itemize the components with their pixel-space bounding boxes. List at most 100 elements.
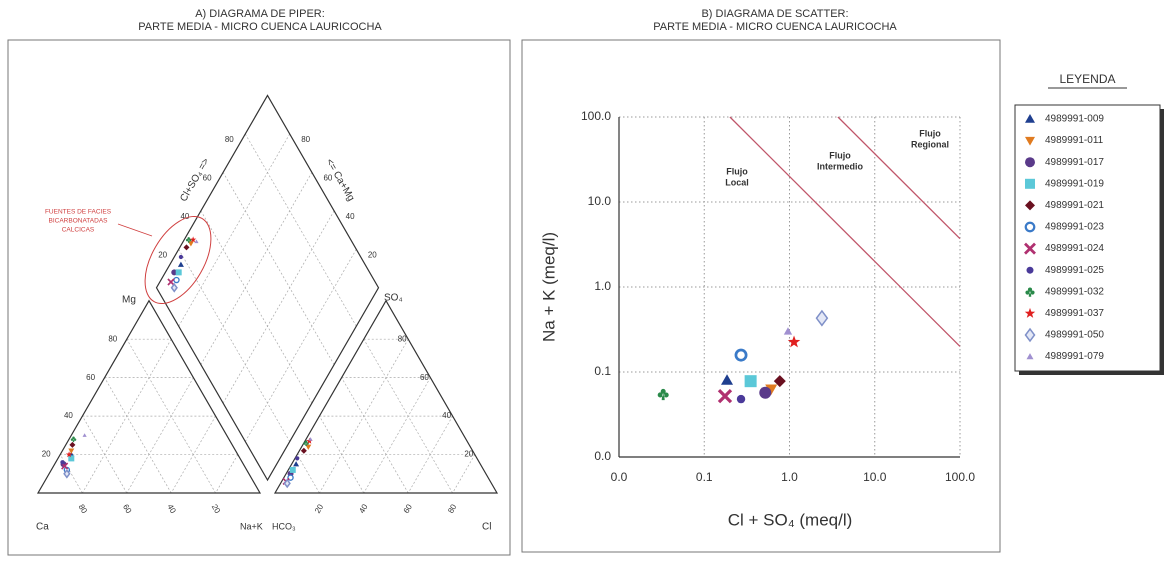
reference-line — [729, 116, 961, 347]
y-tick-label: 0.1 — [594, 364, 611, 378]
annotation: FUENTES DE FACIES — [45, 209, 112, 216]
marker — [178, 254, 184, 260]
marker — [1025, 178, 1035, 189]
marker — [783, 327, 793, 335]
tick-label: 40 — [357, 502, 370, 515]
marker — [295, 456, 300, 461]
corner-label: Na+K — [240, 521, 263, 531]
marker — [1025, 157, 1035, 168]
marker — [300, 447, 307, 454]
marker — [1025, 114, 1035, 123]
grid-line — [200, 172, 313, 365]
grid-line — [222, 210, 335, 404]
annotation-leader — [117, 223, 153, 237]
tick-label: 20 — [368, 250, 377, 259]
annotation: Regional — [911, 139, 949, 149]
marker — [1025, 200, 1035, 211]
marker — [293, 461, 300, 467]
marker — [1024, 242, 1036, 255]
legend-label: 4989991-023 — [1045, 222, 1104, 233]
tick-label: 60 — [121, 503, 134, 516]
corner-label: Mg — [122, 295, 136, 306]
corner-label: Ca — [36, 522, 49, 533]
marker — [82, 433, 87, 437]
tick-label: 20 — [158, 250, 167, 259]
grid-line — [341, 377, 409, 494]
marker — [1024, 327, 1036, 343]
legend-label: 4989991-032 — [1045, 286, 1104, 297]
grid-line — [170, 415, 216, 494]
piper-title: A) DIAGRAMA DE PIPER: — [195, 8, 325, 20]
marker — [1026, 353, 1034, 360]
marker — [173, 276, 180, 284]
tick-label: 60 — [86, 373, 95, 382]
marker — [734, 348, 748, 362]
legend-title: LEYENDA — [1059, 72, 1115, 86]
x-axis-label: Cl + SO₄ (meq/l) — [728, 510, 853, 529]
legend-label: 4989991-021 — [1045, 200, 1104, 211]
annotation: Intermedio — [817, 161, 864, 171]
scatter-title: B) DIAGRAMA DE SCATTER: — [701, 8, 848, 20]
marker — [721, 374, 734, 385]
marker — [167, 278, 175, 286]
marker — [69, 441, 76, 448]
y-axis-label: Na + K (meq/l) — [539, 232, 558, 342]
tick-label: 80 — [301, 135, 310, 144]
marker — [194, 239, 199, 244]
x-tick-label: 0.0 — [611, 470, 628, 484]
tick-label: 20 — [464, 450, 473, 459]
tick-label: 40 — [346, 212, 355, 221]
tick-label: 40 — [165, 503, 178, 516]
annotation: Flujo — [726, 166, 748, 176]
y-tick-label: 10.0 — [588, 194, 612, 208]
tick-label: 60 — [420, 373, 429, 382]
corner-label: SO₄ — [384, 293, 403, 304]
marker — [1025, 287, 1035, 297]
legend-label: 4989991-009 — [1045, 114, 1104, 125]
marker — [60, 460, 65, 465]
reference-line — [837, 116, 961, 240]
legend-label: 4989991-025 — [1045, 265, 1104, 276]
grid-line — [407, 415, 453, 494]
tick-label: 40 — [64, 411, 73, 420]
marker — [744, 375, 757, 388]
y-tick-label: 1.0 — [594, 279, 611, 293]
piper-outline — [155, 94, 380, 482]
tick-label: 40 — [442, 411, 451, 420]
grid-line — [178, 133, 291, 327]
legend-label: 4989991-011 — [1045, 135, 1104, 146]
tick-label: 80 — [398, 334, 407, 343]
scatter-frame — [521, 39, 1001, 553]
marker — [70, 436, 77, 443]
x-tick-label: 0.1 — [696, 470, 713, 484]
marker — [65, 451, 73, 458]
marker — [765, 384, 778, 396]
annotation: CALCICAS — [62, 227, 95, 234]
legend-label: 4989991-050 — [1045, 330, 1104, 341]
grid-line — [244, 133, 357, 327]
piper-frame — [7, 39, 511, 556]
marker — [303, 440, 309, 447]
grid-line — [296, 454, 320, 494]
legend — [1014, 104, 1161, 372]
marker — [283, 478, 291, 489]
legend-label: 4989991-017 — [1045, 157, 1104, 168]
marker — [306, 437, 313, 444]
grid-line — [82, 415, 128, 494]
annotation-ellipse — [144, 215, 212, 305]
marker — [1026, 266, 1034, 274]
x-tick-label: 10.0 — [863, 470, 887, 484]
x-tick-label: 100.0 — [945, 470, 975, 484]
marker — [68, 455, 75, 462]
legend-label: 4989991-079 — [1045, 351, 1104, 362]
tick-label: 80 — [225, 135, 234, 144]
marker — [1025, 136, 1035, 146]
annotation: Flujo — [919, 128, 941, 138]
marker — [177, 261, 184, 267]
annotation: Flujo — [829, 150, 851, 160]
tick-label: 20 — [210, 503, 223, 516]
y-tick-label: 0.0 — [594, 449, 611, 463]
tick-label: 60 — [323, 174, 332, 183]
